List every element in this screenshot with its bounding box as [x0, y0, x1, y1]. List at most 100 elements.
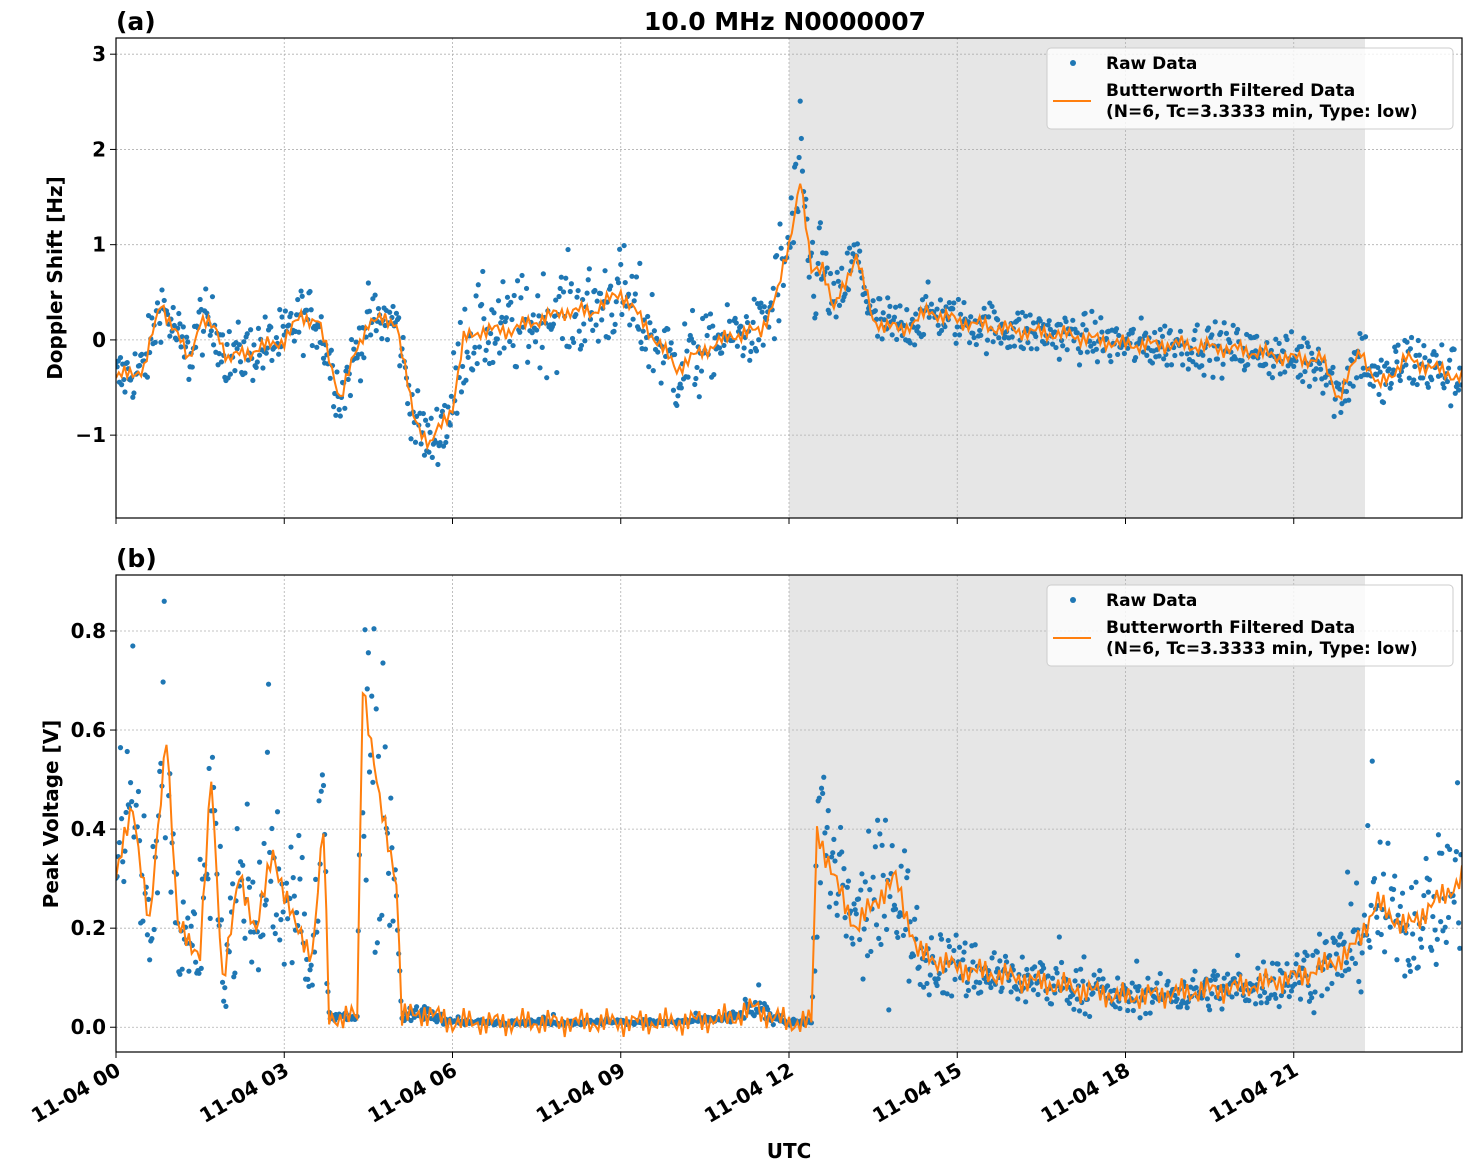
- raw-data-point: [281, 961, 287, 967]
- raw-data-point: [642, 346, 649, 352]
- raw-data-point: [558, 274, 564, 280]
- raw-data-point: [173, 337, 180, 343]
- raw-data-point: [1360, 365, 1366, 371]
- raw-data-point: [682, 321, 688, 327]
- raw-data-point: [1429, 377, 1435, 383]
- raw-data-point: [539, 344, 545, 350]
- raw-data-point: [927, 972, 933, 978]
- raw-data-point: [1312, 989, 1318, 995]
- raw-data-point: [517, 329, 523, 335]
- raw-data-point: [881, 913, 887, 919]
- raw-data-point: [502, 318, 508, 325]
- raw-data-point: [1457, 945, 1462, 951]
- raw-data-point: [946, 300, 952, 306]
- raw-data-point: [1382, 949, 1388, 955]
- raw-data-point: [351, 346, 357, 352]
- raw-data-point: [1336, 381, 1342, 387]
- raw-data-point: [1425, 889, 1431, 895]
- x-tick-label: 11-04 15: [868, 1058, 966, 1128]
- raw-data-point: [1023, 999, 1029, 1005]
- raw-data-point: [308, 307, 314, 313]
- raw-data-point: [916, 964, 922, 970]
- raw-data-point: [822, 830, 828, 836]
- raw-data-point: [273, 334, 279, 341]
- raw-data-point: [909, 316, 915, 322]
- raw-data-point: [956, 944, 963, 950]
- raw-data-point: [414, 1004, 420, 1010]
- raw-data-point: [1394, 957, 1400, 963]
- raw-data-point: [1439, 850, 1445, 856]
- raw-data-point: [733, 320, 739, 326]
- raw-data-point: [414, 413, 420, 419]
- raw-data-point: [1269, 375, 1276, 381]
- raw-data-point: [199, 352, 205, 358]
- raw-data-point: [983, 351, 990, 357]
- raw-data-point: [879, 842, 885, 848]
- raw-data-point: [217, 843, 223, 850]
- raw-data-point: [1233, 991, 1240, 997]
- raw-data-point: [170, 304, 176, 311]
- raw-data-point: [1371, 876, 1378, 882]
- raw-data-point: [327, 375, 333, 381]
- raw-data-point: [668, 340, 674, 346]
- raw-data-point: [1433, 352, 1439, 358]
- raw-data-point: [293, 910, 300, 916]
- raw-data-point: [989, 303, 995, 310]
- raw-data-point: [1255, 965, 1261, 971]
- raw-data-point: [617, 246, 623, 252]
- raw-data-point: [245, 876, 251, 882]
- raw-data-point: [1137, 1015, 1143, 1021]
- raw-data-point: [1343, 960, 1350, 966]
- raw-data-point: [827, 270, 834, 277]
- raw-data-point: [977, 327, 983, 334]
- raw-data-point: [846, 245, 853, 251]
- raw-data-point: [963, 993, 969, 999]
- raw-data-point: [434, 406, 440, 412]
- raw-data-point: [844, 884, 850, 890]
- raw-data-point: [883, 926, 890, 933]
- raw-data-point: [152, 339, 158, 345]
- raw-data-point: [334, 369, 340, 375]
- raw-data-point: [1218, 329, 1224, 336]
- raw-data-point: [834, 912, 840, 918]
- raw-data-point: [470, 367, 476, 373]
- raw-data-point: [1165, 978, 1171, 984]
- raw-data-point: [951, 300, 957, 306]
- raw-data-point: [473, 293, 479, 299]
- raw-data-point: [1374, 914, 1380, 920]
- legend-raw-marker: [1070, 597, 1076, 603]
- raw-data-point: [372, 292, 378, 298]
- raw-data-point: [264, 345, 271, 351]
- raw-data-point: [226, 328, 232, 335]
- raw-data-point: [753, 348, 760, 354]
- raw-data-point: [1058, 959, 1065, 966]
- raw-data-point: [945, 937, 951, 944]
- raw-data-point: [345, 376, 351, 383]
- raw-data-point: [1307, 990, 1314, 997]
- raw-data-point: [693, 375, 699, 382]
- raw-data-point: [141, 813, 147, 819]
- raw-data-point: [597, 290, 604, 297]
- raw-data-point: [333, 412, 339, 418]
- raw-data-point: [1415, 964, 1421, 970]
- raw-data-point: [835, 278, 841, 284]
- raw-data-point: [459, 363, 466, 370]
- raw-data-point: [1410, 931, 1416, 937]
- raw-data-point: [1380, 871, 1387, 877]
- raw-data-point: [770, 285, 776, 291]
- panel-b-label: (b): [116, 544, 157, 573]
- raw-data-point: [958, 311, 964, 317]
- raw-data-point: [876, 935, 882, 941]
- raw-data-point: [480, 268, 486, 275]
- raw-data-point: [1304, 340, 1310, 346]
- raw-data-point: [1388, 380, 1394, 387]
- raw-data-point: [1178, 351, 1185, 357]
- raw-data-point: [1408, 334, 1415, 341]
- raw-data-point: [651, 328, 658, 334]
- raw-data-point: [268, 324, 274, 330]
- raw-data-point: [814, 271, 820, 277]
- raw-data-point: [116, 364, 120, 370]
- raw-data-point: [117, 745, 124, 751]
- raw-data-point: [1361, 912, 1368, 918]
- raw-data-point: [988, 984, 994, 991]
